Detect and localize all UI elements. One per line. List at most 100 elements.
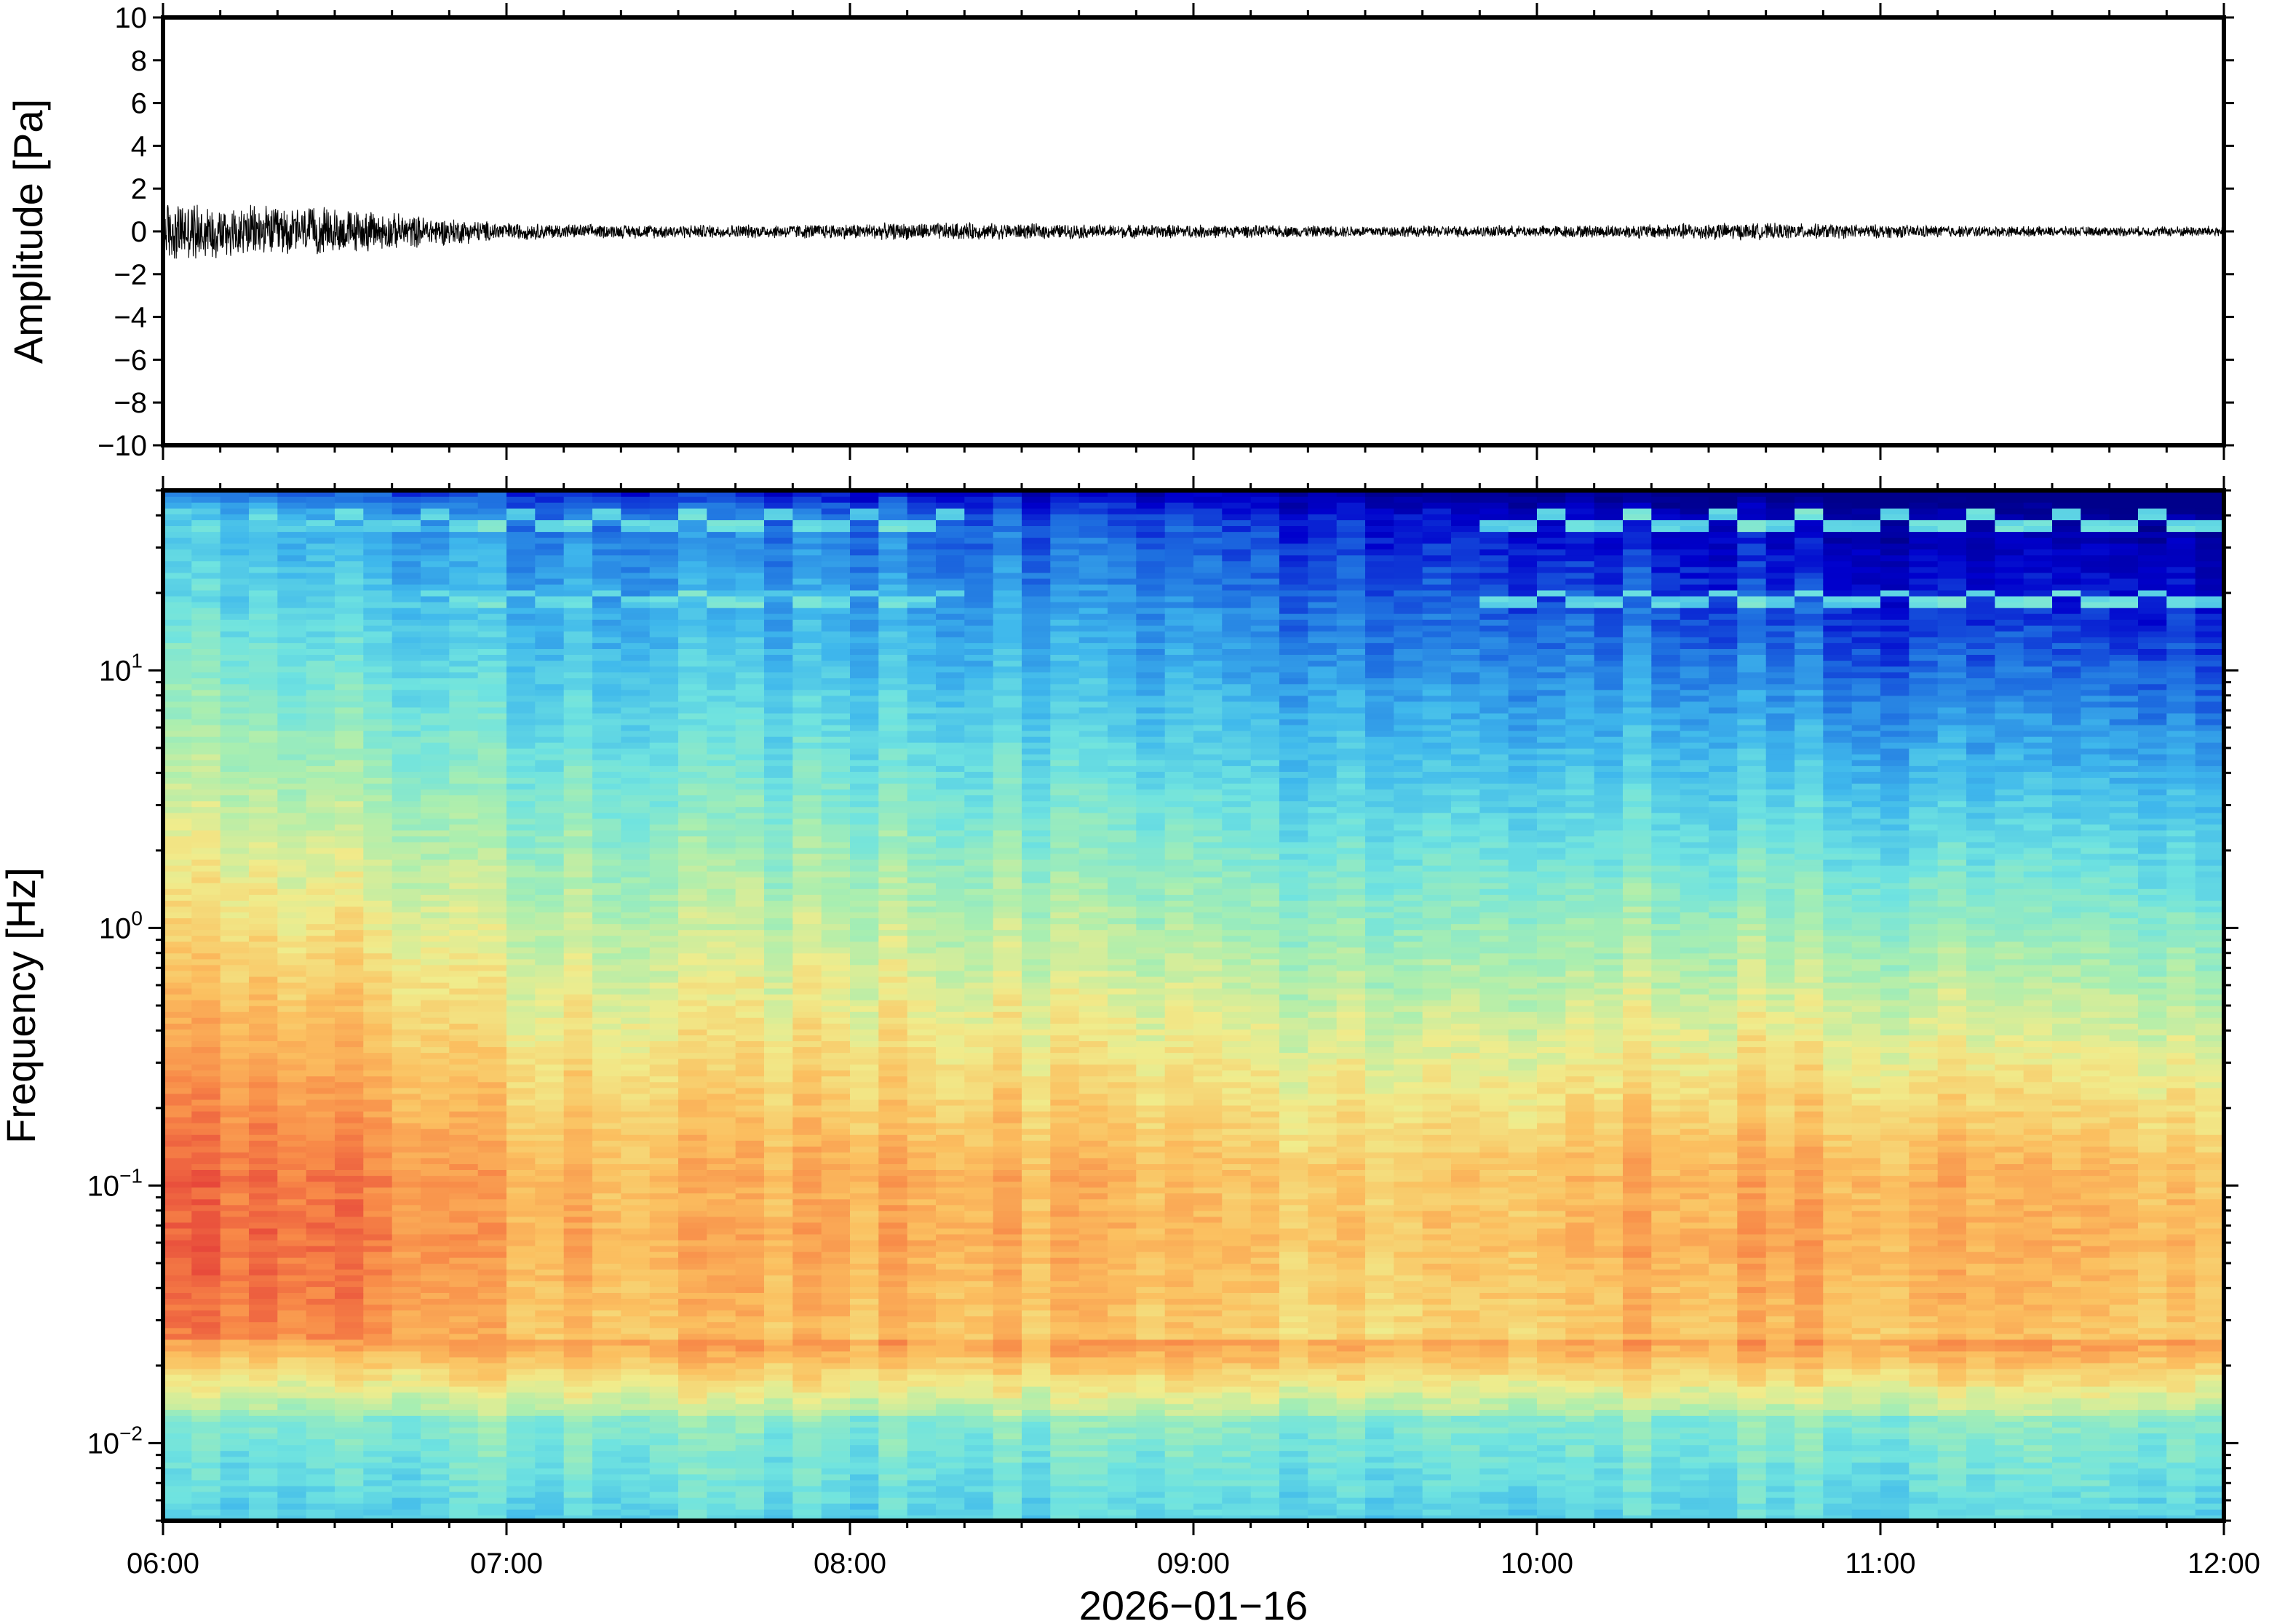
spectrogram-cell (306, 1450, 335, 1457)
spectrogram-cell (621, 1310, 651, 1317)
spectrogram-cell (191, 1064, 221, 1071)
spectrogram-cell (878, 502, 908, 509)
spectrogram-cell (707, 1110, 736, 1118)
spectrogram-cell (936, 1356, 966, 1364)
spectrogram-cell (163, 783, 193, 790)
spectrogram-cell (678, 1210, 708, 1217)
spectrogram-cell (392, 1444, 421, 1452)
spectrogram-cell (535, 1040, 565, 1048)
spectrogram-cell (392, 525, 421, 533)
spectrogram-cell (277, 841, 307, 848)
spectrogram-cell (163, 1222, 193, 1229)
spectrogram-cell (850, 554, 880, 562)
spectrogram-cell (506, 1029, 536, 1035)
spectrogram-cell (535, 1433, 565, 1440)
spectrogram-cell (335, 982, 365, 989)
spectrogram-cell (907, 1122, 937, 1129)
spectrogram-cell (735, 929, 765, 936)
spectrogram-cell (936, 970, 966, 977)
spectrogram-cell (878, 1479, 908, 1486)
spectrogram-cell (707, 841, 736, 848)
spectrogram-cell (421, 935, 450, 942)
spectrogram-cell (821, 1006, 851, 1012)
spectrogram-cell (878, 537, 908, 544)
spectrogram-cell (421, 847, 450, 854)
spectrogram-cell (363, 642, 393, 649)
spectrogram-cell (163, 1116, 193, 1123)
spectrogram-cell (678, 1392, 708, 1398)
spectrogram-cell (649, 1204, 679, 1211)
spectrogram-cell (563, 508, 593, 514)
spectrogram-cell (392, 654, 421, 661)
spectrogram-cell (707, 1450, 736, 1457)
spectrogram-cell (220, 1035, 250, 1041)
spectrogram-cell (821, 1029, 851, 1035)
spectrogram-cell (421, 701, 450, 708)
spectrogram-cell (563, 654, 593, 661)
spectrogram-cell (477, 1356, 507, 1364)
spectrogram-cell (936, 1444, 966, 1452)
spectrogram-cell (363, 1134, 393, 1141)
spectrogram-cell (764, 1456, 794, 1463)
spectrogram-cell (907, 1450, 937, 1457)
spectrogram-cell (421, 1081, 450, 1088)
spectrogram-cell (878, 1269, 908, 1275)
spectrogram-cell (191, 1099, 221, 1106)
spectrogram-cell (678, 1298, 708, 1305)
spectrogram-cell (335, 677, 365, 685)
spectrogram-cell (220, 648, 250, 655)
spectrogram-cell (592, 906, 622, 912)
spectrogram-cell (878, 1315, 908, 1323)
spectrogram-cell (191, 1502, 221, 1510)
spectrogram-cell (306, 1462, 335, 1469)
spectrogram-cell (477, 1286, 507, 1293)
spectrogram-cell (421, 1398, 450, 1404)
spectrogram-cell (878, 1140, 908, 1147)
spectrogram-cell (735, 1444, 765, 1452)
spectrogram-cell (850, 1275, 880, 1281)
spectrogram-cell (850, 1193, 880, 1200)
spectrogram-cell (907, 520, 937, 526)
spectrogram-cell (220, 595, 250, 602)
spectrogram-cell (449, 1204, 479, 1211)
spectrogram-cell (506, 1356, 536, 1364)
spectrogram-cell (563, 835, 593, 843)
spectrogram-cell (592, 601, 622, 608)
spectrogram-cell (907, 1146, 937, 1153)
spectrogram-cell (163, 619, 193, 626)
spectrogram-cell (735, 496, 765, 503)
spectrogram-cell (449, 1275, 479, 1281)
spectrogram-cell (249, 1502, 279, 1510)
spectrogram-cell (621, 818, 651, 825)
spectrogram-cell (792, 619, 822, 626)
spectrogram-cell (735, 958, 765, 966)
spectrogram-cell (277, 1163, 307, 1170)
spectrogram-cell (335, 560, 365, 568)
spectrogram-cell (936, 1187, 966, 1194)
spectrogram-cell (191, 1350, 221, 1358)
spectrogram-cell (707, 1321, 736, 1329)
spectrogram-cell (306, 1345, 335, 1352)
spectrogram-cell (735, 1327, 765, 1334)
spectrogram-cell (477, 1345, 507, 1352)
spectrogram-cell (277, 537, 307, 544)
spectrogram-cell (850, 824, 880, 831)
spectrogram-cell (421, 490, 450, 497)
spectrogram-cell (421, 554, 450, 562)
spectrogram-cell (850, 1087, 880, 1094)
spectrogram-cell (707, 607, 736, 614)
spectrogram-cell (163, 1392, 193, 1398)
spectrogram-cell (878, 566, 908, 573)
spectrogram-cell (249, 666, 279, 673)
spectrogram-cell (821, 947, 851, 954)
spectrogram-cell (621, 906, 651, 912)
spectrogram-cell (649, 1233, 679, 1241)
spectrogram-cell (335, 906, 365, 912)
spectrogram-cell (707, 584, 736, 591)
spectrogram-cell (477, 970, 507, 977)
spectrogram-cell (363, 560, 393, 568)
spectrogram-cell (392, 1146, 421, 1153)
spectrogram-cell (735, 1374, 765, 1381)
spectrogram-cell (735, 1204, 765, 1211)
spectrogram-cell (621, 1292, 651, 1299)
